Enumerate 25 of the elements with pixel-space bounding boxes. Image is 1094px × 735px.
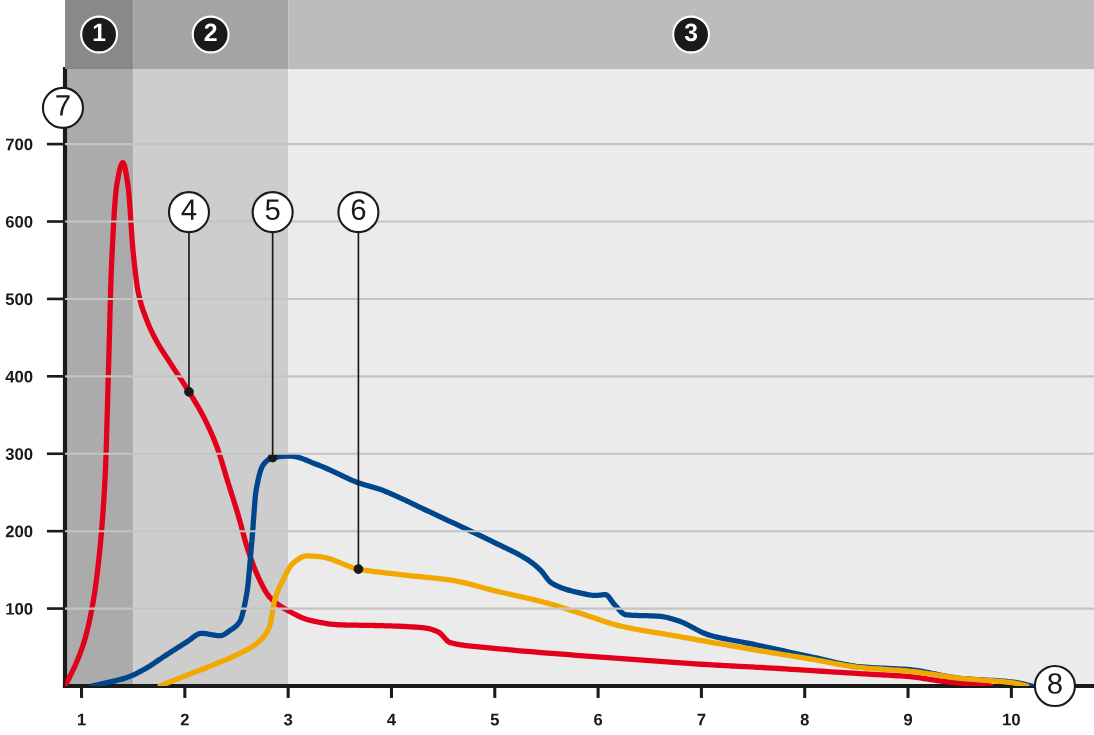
x-tick-label: 9 bbox=[903, 713, 913, 726]
annotation: 5 bbox=[265, 199, 280, 220]
x-tick-label: 5 bbox=[490, 713, 499, 726]
y-tick-label: 100 bbox=[6, 602, 33, 615]
x-tick-label: 2 bbox=[180, 713, 189, 726]
band-label: 3 bbox=[684, 23, 698, 42]
x-tick-label: 1 bbox=[77, 713, 86, 726]
annotation: 6 bbox=[351, 199, 366, 220]
x-tick-label: 8 bbox=[800, 713, 809, 726]
y-axis-title: 7 bbox=[56, 95, 70, 116]
x-tick-label: 4 bbox=[387, 713, 397, 726]
y-tick-label: 500 bbox=[5, 293, 33, 306]
x-tick-label: 7 bbox=[697, 713, 706, 726]
y-tick-label: 600 bbox=[5, 215, 33, 228]
y-tick-label: 400 bbox=[5, 370, 33, 383]
y-tick-label: 700 bbox=[5, 138, 33, 151]
x-tick-label: 10 bbox=[1003, 713, 1020, 726]
x-tick-label: 3 bbox=[283, 713, 293, 726]
band-label: 1 bbox=[93, 23, 106, 41]
x-tick-label: 6 bbox=[594, 713, 603, 726]
y-tick-label: 300 bbox=[5, 448, 33, 460]
band-label: 2 bbox=[204, 23, 217, 41]
annotation: 4 bbox=[181, 199, 197, 220]
x-axis-title: 8 bbox=[1048, 673, 1062, 694]
y-tick-label: 200 bbox=[5, 525, 33, 538]
